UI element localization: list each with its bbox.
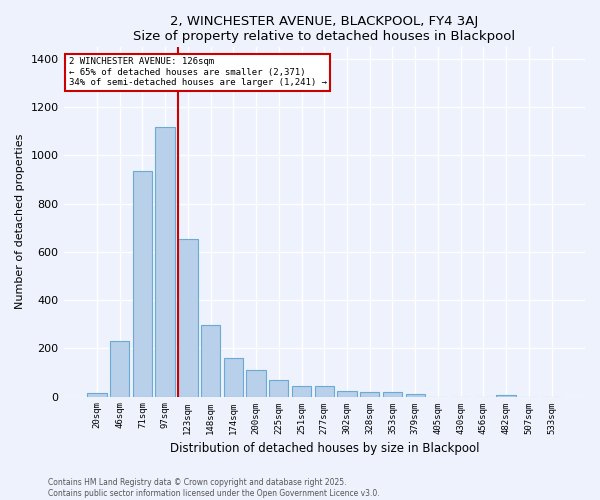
Bar [269,380,289,396]
Bar [87,393,107,396]
Bar [496,394,516,396]
Text: 2 WINCHESTER AVENUE: 126sqm
← 65% of detached houses are smaller (2,371)
34% of : 2 WINCHESTER AVENUE: 126sqm ← 65% of det… [69,58,327,87]
Bar [133,171,152,396]
Bar [292,386,311,396]
Bar [360,392,379,396]
X-axis label: Distribution of detached houses by size in Blackpool: Distribution of detached houses by size … [170,442,479,455]
Title: 2, WINCHESTER AVENUE, BLACKPOOL, FY4 3AJ
Size of property relative to detached h: 2, WINCHESTER AVENUE, BLACKPOOL, FY4 3AJ… [133,15,515,43]
Bar [406,394,425,396]
Bar [201,326,220,396]
Text: Contains HM Land Registry data © Crown copyright and database right 2025.
Contai: Contains HM Land Registry data © Crown c… [48,478,380,498]
Bar [155,126,175,396]
Bar [314,386,334,396]
Bar [337,390,356,396]
Bar [224,358,243,397]
Bar [383,392,402,396]
Bar [247,370,266,396]
Y-axis label: Number of detached properties: Number of detached properties [15,134,25,310]
Bar [178,238,197,396]
Bar [110,341,130,396]
